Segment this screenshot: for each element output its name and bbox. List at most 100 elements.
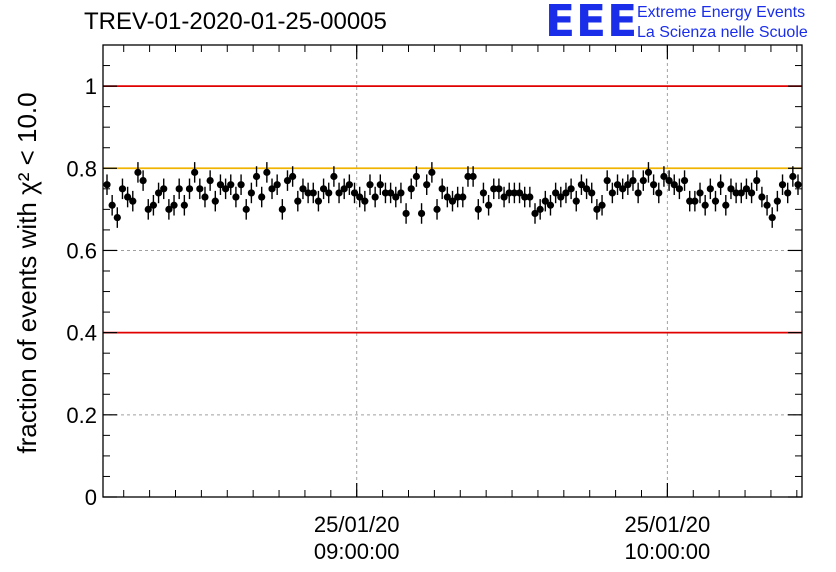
data-points	[103, 162, 802, 228]
data-marker	[397, 189, 405, 197]
data-marker	[191, 168, 199, 176]
data-marker	[510, 189, 518, 197]
data-marker	[515, 189, 524, 197]
data-marker	[258, 193, 266, 201]
data-marker	[412, 172, 421, 181]
data-point	[711, 190, 720, 212]
data-point	[134, 162, 142, 183]
data-point	[639, 170, 647, 191]
data-marker	[129, 197, 137, 205]
data-marker	[531, 209, 539, 218]
data-point	[407, 178, 415, 200]
eee-logo-mark: EEE	[545, 0, 639, 47]
data-point	[423, 174, 431, 195]
data-marker	[309, 189, 317, 197]
data-point	[319, 178, 328, 200]
y-tick-label: 0.8	[66, 156, 97, 181]
data-point	[546, 194, 555, 216]
data-point	[510, 182, 518, 204]
data-marker	[546, 201, 555, 209]
data-marker	[366, 181, 374, 189]
data-point	[541, 190, 549, 212]
data-marker	[387, 189, 395, 197]
data-marker	[732, 189, 740, 197]
data-point	[531, 203, 539, 224]
data-marker	[417, 209, 426, 218]
data-marker	[222, 185, 230, 193]
data-point	[185, 178, 194, 200]
data-point	[443, 186, 451, 208]
data-marker	[727, 185, 735, 193]
data-marker	[227, 181, 235, 189]
data-marker	[206, 177, 214, 185]
data-marker	[593, 205, 601, 213]
data-marker	[557, 193, 565, 201]
x-tick-time: 09:00:00	[314, 539, 400, 564]
data-point	[593, 199, 601, 220]
data-marker	[490, 185, 498, 193]
data-point	[113, 207, 121, 228]
data-point	[768, 207, 776, 228]
data-point	[474, 199, 482, 220]
data-point	[727, 178, 735, 200]
data-marker	[660, 172, 668, 181]
data-marker	[299, 185, 307, 193]
y-tick-label: 0	[85, 485, 97, 510]
data-point	[206, 170, 214, 191]
data-point	[773, 190, 781, 212]
data-marker	[294, 197, 302, 205]
data-marker	[402, 209, 410, 218]
data-marker	[577, 181, 586, 189]
data-point	[124, 186, 132, 208]
data-point	[232, 186, 240, 208]
data-point	[722, 194, 730, 216]
data-point	[650, 174, 658, 195]
data-point	[273, 174, 281, 195]
data-point	[490, 178, 498, 200]
data-point	[376, 174, 384, 195]
data-point	[216, 174, 225, 195]
data-marker	[319, 185, 328, 193]
data-point	[108, 194, 116, 216]
data-marker	[629, 177, 637, 185]
data-marker	[588, 189, 596, 197]
data-point	[180, 194, 188, 216]
data-point	[572, 190, 580, 212]
data-point	[309, 182, 317, 204]
data-point	[778, 174, 787, 195]
data-point	[361, 190, 369, 212]
data-point	[515, 182, 524, 204]
data-point	[484, 194, 493, 216]
data-point	[345, 174, 353, 195]
data-marker	[108, 201, 116, 209]
data-marker	[381, 189, 390, 197]
data-marker	[474, 205, 482, 213]
data-marker	[185, 185, 194, 193]
data-marker	[237, 181, 245, 189]
data-point	[118, 178, 127, 200]
data-point	[742, 178, 751, 200]
data-point	[397, 182, 405, 204]
data-marker	[459, 193, 467, 201]
y-tick-label: 1	[85, 74, 97, 99]
data-point	[201, 186, 209, 208]
data-point	[670, 174, 678, 195]
data-marker	[118, 185, 127, 193]
data-point	[706, 178, 714, 200]
data-point	[665, 170, 673, 191]
data-marker	[608, 189, 616, 197]
data-point	[263, 162, 271, 183]
data-marker	[639, 177, 647, 185]
y-tick-label: 0.4	[66, 321, 97, 346]
data-point	[211, 190, 219, 212]
data-point	[139, 170, 147, 191]
data-marker	[247, 189, 255, 197]
data-point	[402, 203, 410, 224]
data-marker	[572, 197, 580, 205]
data-marker	[124, 193, 132, 201]
data-point	[789, 166, 797, 187]
data-marker	[778, 181, 787, 189]
reference-lines	[103, 85, 802, 334]
data-marker	[175, 185, 183, 193]
